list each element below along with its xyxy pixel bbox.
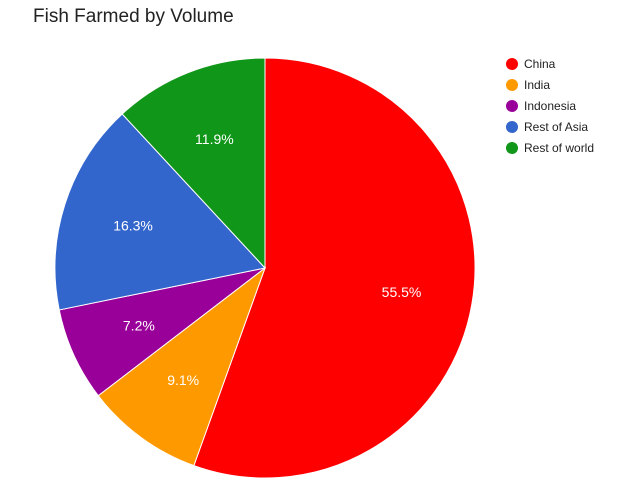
slice-label-india: 9.1% bbox=[167, 372, 199, 388]
slice-label-indonesia: 7.2% bbox=[123, 317, 155, 333]
legend-swatch-china bbox=[506, 58, 518, 70]
legend-label-rest-of-world: Rest of world bbox=[524, 141, 594, 155]
pie-slices bbox=[54, 57, 476, 479]
legend-item-rest-of-asia: Rest of Asia bbox=[506, 120, 588, 134]
legend-item-indonesia: Indonesia bbox=[506, 99, 576, 113]
pie-slice-india bbox=[97, 266, 267, 467]
pie-slice-rest-of-asia bbox=[54, 113, 266, 311]
legend-swatch-rest-of-asia bbox=[506, 121, 518, 133]
slice-label-china: 55.5% bbox=[382, 284, 422, 300]
legend-item-china: China bbox=[506, 57, 556, 71]
pie-slice-rest-of-world bbox=[121, 57, 266, 270]
slice-label-rest-of-asia: 16.3% bbox=[113, 218, 153, 234]
pie-slice-china bbox=[193, 57, 476, 479]
legend-item-india: India bbox=[506, 78, 550, 92]
legend-swatch-indonesia bbox=[506, 100, 518, 112]
legend-item-rest-of-world: Rest of world bbox=[506, 141, 594, 155]
legend-swatch-india bbox=[506, 79, 518, 91]
legend-label-china: China bbox=[524, 57, 556, 71]
legend-label-india: India bbox=[524, 78, 550, 92]
legend-label-rest-of-asia: Rest of Asia bbox=[524, 120, 588, 134]
chart-title: Fish Farmed by Volume bbox=[33, 6, 234, 27]
slice-label-rest-of-world: 11.9% bbox=[195, 131, 234, 147]
legend-label-indonesia: Indonesia bbox=[524, 99, 576, 113]
pie-slice-labels: 55.5% 9.1% 7.2% 16.3% 11.9% bbox=[113, 131, 421, 388]
chart-legend: China India Indonesia Rest of Asia Rest of w… bbox=[506, 57, 594, 155]
legend-swatch-rest-of-world bbox=[506, 142, 518, 154]
